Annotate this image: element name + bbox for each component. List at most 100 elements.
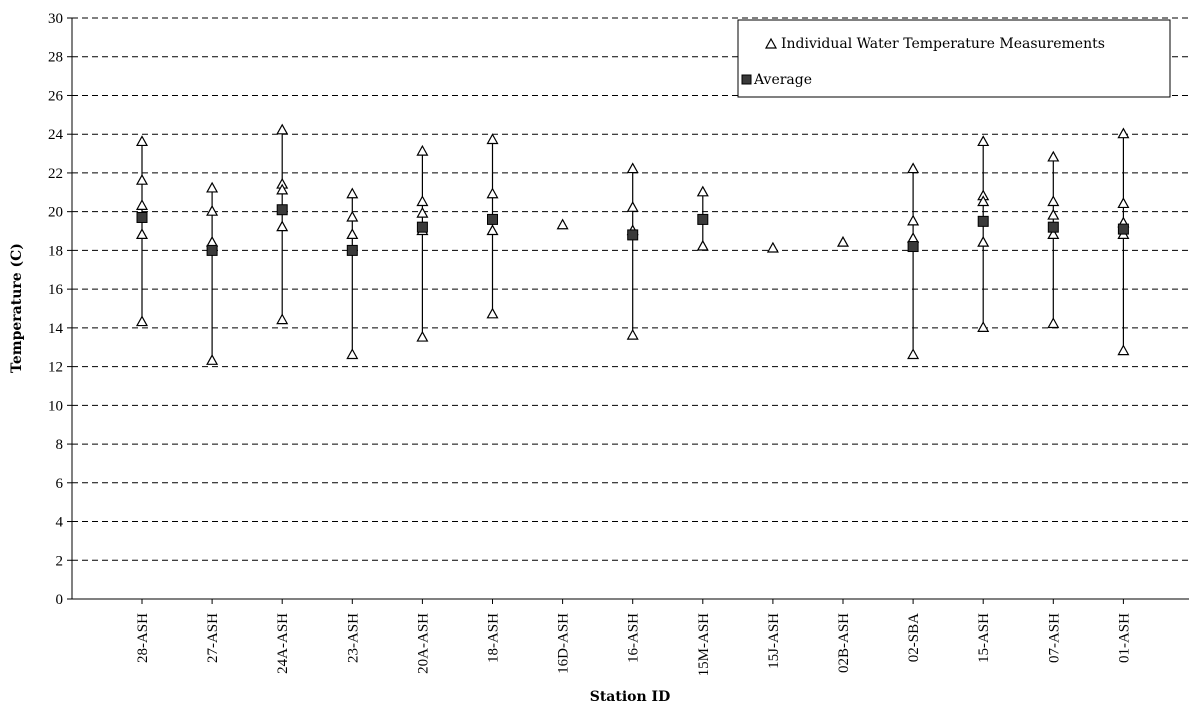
legend: Individual Water Temperature Measurement… (737, 19, 1171, 98)
measurement-point (206, 235, 219, 247)
x-tick-label: 23-ASH (345, 613, 361, 663)
measurement-point (486, 187, 499, 199)
y-tick-label: 24 (48, 127, 64, 143)
legend-square-icon (741, 74, 752, 85)
x-tick-label: 28-ASH (135, 613, 151, 663)
average-point (907, 241, 919, 253)
y-tick-label: 6 (56, 476, 64, 492)
measurement-point (486, 307, 499, 319)
measurement-point (1047, 228, 1060, 240)
average-point (206, 244, 218, 256)
measurement-point (276, 183, 289, 195)
measurement-point (276, 123, 289, 135)
x-tick-label: 02B-ASH (836, 613, 852, 673)
measurement-point (907, 214, 920, 226)
y-tick-label: 18 (48, 243, 63, 259)
measurement-point (907, 232, 920, 243)
measurement-point (135, 135, 149, 147)
x-tick-label: 24A-ASH (275, 613, 291, 674)
y-tick-label: 10 (48, 398, 63, 414)
measurement-point (626, 162, 639, 174)
measurement-point (1117, 344, 1130, 356)
x-tick-label: 20A-ASH (415, 613, 431, 674)
measurement-point (626, 201, 639, 212)
x-tick-label: 16-ASH (626, 613, 642, 663)
average-point (346, 244, 358, 256)
legend-label-measurements: Individual Water Temperature Measurement… (781, 36, 1105, 52)
y-tick-label: 28 (48, 50, 63, 66)
average-point (1117, 223, 1129, 235)
legend-box (737, 19, 1171, 98)
y-tick-label: 14 (48, 321, 64, 337)
y-tick-label: 0 (56, 592, 64, 608)
measurement-point (1047, 195, 1060, 207)
x-tick-label: 15J-ASH (766, 613, 782, 669)
measurement-point (135, 199, 149, 210)
y-axis-title: Temperature (C) (9, 243, 25, 373)
x-tick-label: 07-ASH (1046, 613, 1062, 663)
y-tick-label: 20 (48, 205, 63, 221)
y-tick-label: 16 (48, 282, 64, 298)
measurement-point (907, 348, 920, 360)
measurement-point (626, 328, 639, 340)
measurement-point (416, 330, 429, 342)
measurement-point (206, 204, 219, 216)
x-axis-title: Station ID (590, 689, 671, 705)
measurement-point (696, 239, 709, 251)
y-tick-label: 2 (56, 553, 64, 569)
y-tick-label: 22 (48, 166, 63, 182)
measurement-point (416, 195, 429, 207)
measurement-point (977, 235, 990, 247)
measurement-point (556, 218, 569, 230)
plot-area (135, 123, 1130, 365)
measurement-point (977, 195, 990, 207)
y-tick-label: 12 (48, 360, 63, 376)
measurement-point (486, 133, 499, 145)
measurement-point (276, 313, 289, 325)
measurement-point (1047, 317, 1060, 329)
measurement-point (836, 235, 850, 247)
average-point (136, 211, 148, 223)
measurement-point (977, 135, 990, 147)
measurement-point (135, 315, 149, 327)
measurement-point (1117, 127, 1130, 139)
average-point (1047, 221, 1059, 233)
measurement-point (346, 228, 359, 240)
measurement-point (907, 162, 920, 174)
x-tick-label: 18-ASH (486, 613, 502, 663)
measurement-point (416, 144, 429, 156)
measurement-point (416, 206, 429, 218)
measurement-point (135, 228, 149, 240)
y-tick-label: 4 (56, 515, 64, 531)
average-point (487, 213, 498, 225)
measurement-point (977, 321, 990, 332)
x-tick-label: 02-SBA (906, 613, 922, 662)
x-tick-label: 27-ASH (205, 613, 221, 663)
average-point (276, 204, 288, 216)
x-tick-label: 15M-ASH (696, 613, 712, 677)
measurement-point (346, 348, 359, 360)
measurement-point (135, 173, 149, 185)
x-tick-label: 15-ASH (976, 613, 992, 663)
measurement-point (1117, 197, 1130, 209)
average-point (697, 213, 709, 225)
gridlines (72, 17, 1189, 561)
legend-label-average: Average (753, 72, 812, 88)
measurement-point (766, 241, 779, 253)
x-axis-ticks: 28-ASH 27-ASH 24A-ASH 23-ASH 20A-ASH 18-ASH 16… (135, 599, 1132, 676)
average-point (977, 215, 989, 227)
measurement-point (346, 210, 359, 222)
measurement-point (206, 354, 219, 365)
y-tick-label: 8 (56, 437, 64, 453)
legend-triangle-icon (764, 37, 778, 49)
measurement-point (276, 220, 289, 232)
average-point (627, 229, 639, 241)
x-tick-label: 16D-ASH (556, 613, 572, 674)
y-tick-label: 26 (48, 88, 64, 104)
measurement-point (486, 224, 499, 236)
measurement-point (346, 187, 359, 199)
x-tick-label: 01-ASH (1116, 613, 1132, 663)
y-tick-label: 30 (48, 11, 63, 27)
measurement-point (1047, 208, 1060, 220)
